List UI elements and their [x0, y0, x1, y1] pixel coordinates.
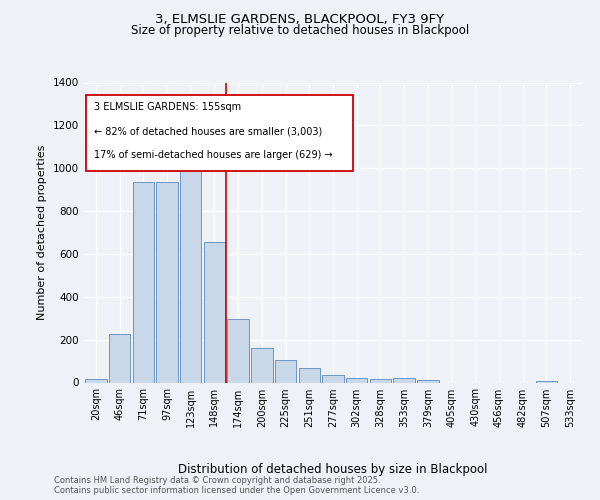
Text: 17% of semi-detached houses are larger (629) →: 17% of semi-detached houses are larger (… [94, 150, 332, 160]
Bar [299, 368, 320, 382]
Bar [85, 380, 107, 382]
Bar [346, 378, 367, 382]
Bar [322, 375, 344, 382]
Bar [157, 182, 178, 382]
Bar [394, 378, 415, 382]
Bar [417, 380, 439, 382]
Bar [180, 142, 202, 382]
Text: Contains HM Land Registry data © Crown copyright and database right 2025.: Contains HM Land Registry data © Crown c… [54, 476, 380, 485]
FancyBboxPatch shape [86, 94, 353, 171]
Bar [251, 348, 272, 382]
Text: Distribution of detached houses by size in Blackpool: Distribution of detached houses by size … [178, 462, 488, 475]
Bar [275, 360, 296, 382]
Bar [109, 334, 130, 382]
Bar [536, 381, 557, 382]
Y-axis label: Number of detached properties: Number of detached properties [37, 145, 47, 320]
Bar [227, 320, 249, 382]
Bar [133, 182, 154, 382]
Text: Contains public sector information licensed under the Open Government Licence v3: Contains public sector information licen… [54, 486, 419, 495]
Text: ← 82% of detached houses are smaller (3,003): ← 82% of detached houses are smaller (3,… [94, 126, 322, 136]
Bar [204, 242, 225, 382]
Text: Size of property relative to detached houses in Blackpool: Size of property relative to detached ho… [131, 24, 469, 37]
Text: 3 ELMSLIE GARDENS: 155sqm: 3 ELMSLIE GARDENS: 155sqm [94, 102, 241, 112]
Text: 3, ELMSLIE GARDENS, BLACKPOOL, FY3 9FY: 3, ELMSLIE GARDENS, BLACKPOOL, FY3 9FY [155, 12, 445, 26]
Bar [370, 378, 391, 382]
